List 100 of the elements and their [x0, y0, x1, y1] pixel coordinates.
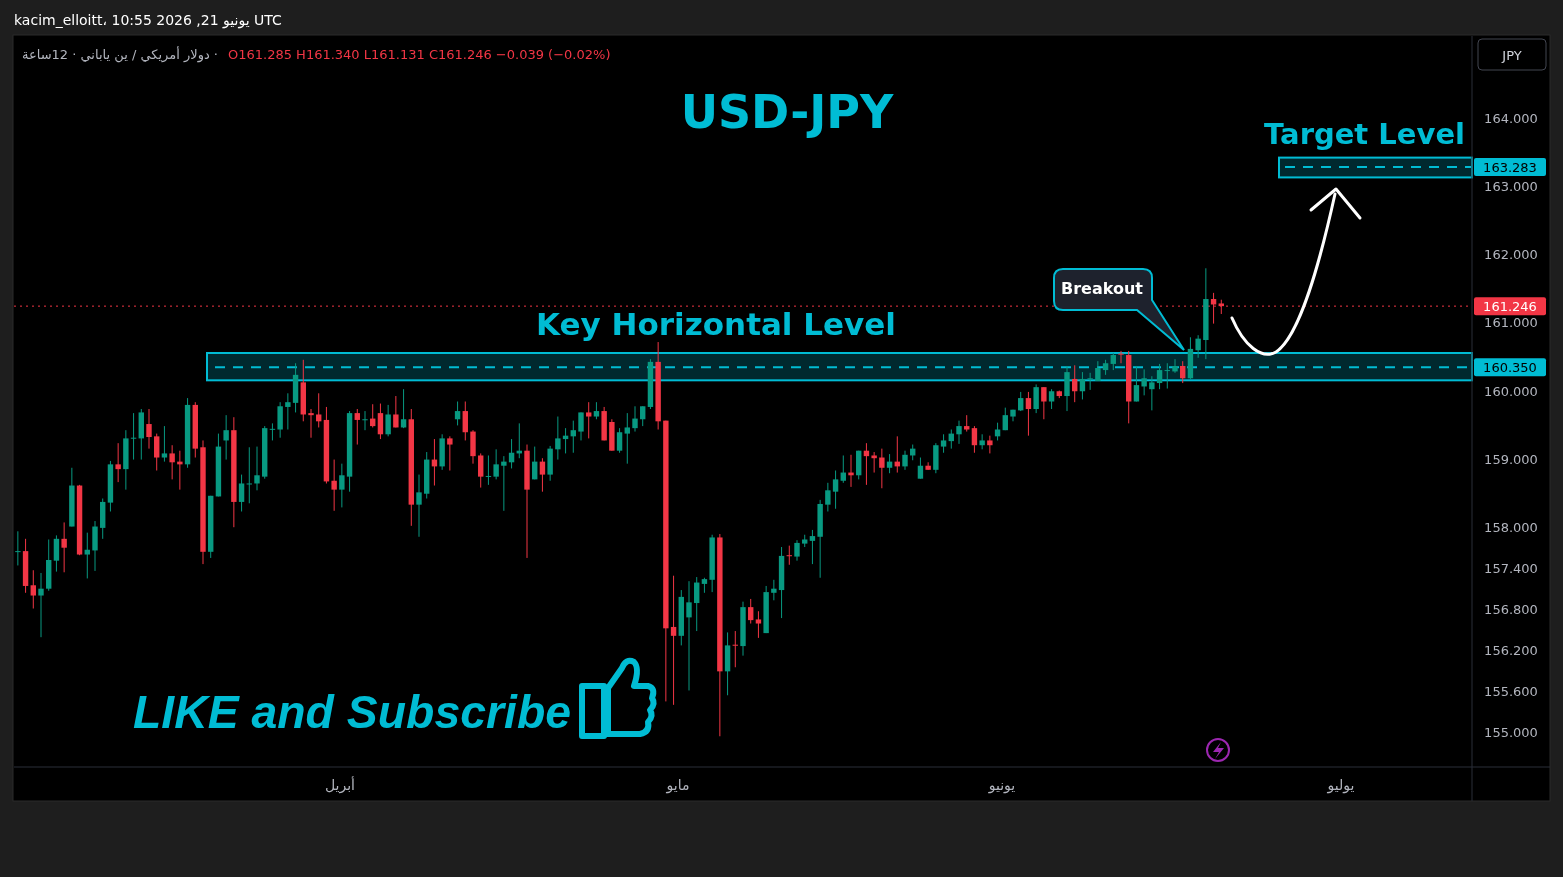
candlestick — [732, 630, 738, 668]
candlestick — [53, 534, 60, 573]
candlestick — [809, 529, 816, 565]
candlestick — [917, 457, 924, 480]
candlestick — [1025, 391, 1032, 437]
candlestick — [1041, 386, 1047, 420]
candlestick — [277, 401, 283, 439]
candlestick — [362, 410, 368, 431]
y-tick-label: 158.000 — [1484, 520, 1538, 536]
candlestick — [987, 435, 993, 454]
candlestick — [285, 392, 291, 431]
candlestick — [1195, 334, 1201, 359]
candlestick — [246, 446, 252, 504]
annotation: O161.285 H161.340 L161.131 C161.246 −0.039 (−0.02%) — [227, 47, 611, 62]
y-tick-label: 156.200 — [1484, 643, 1538, 659]
candlestick — [886, 453, 893, 474]
candlestick — [794, 539, 800, 562]
candlestick — [616, 427, 623, 454]
annotation: LIKE and Subscribe — [133, 686, 571, 738]
candlestick — [1072, 364, 1078, 403]
y-tick-label: 159.000 — [1484, 452, 1538, 468]
candlestick — [1164, 362, 1170, 390]
candlestick — [130, 412, 137, 461]
candlestick — [254, 446, 260, 491]
text: مايو — [665, 777, 690, 794]
candlestick — [115, 442, 121, 483]
annotation: دولار أمريكي / ين ياباني · 12ساعة · — [22, 46, 218, 63]
y-tick-label: 155.600 — [1484, 684, 1538, 700]
text: أبريل — [324, 776, 356, 794]
candlestick — [786, 545, 792, 566]
candlestick — [238, 474, 245, 512]
candlestick — [539, 457, 546, 493]
candlestick — [400, 388, 407, 429]
candlestick — [92, 520, 98, 572]
candlestick — [485, 454, 492, 486]
candlestick — [686, 580, 692, 691]
candlestick — [493, 448, 499, 480]
candlestick — [694, 576, 700, 632]
text: يونيو — [987, 777, 1016, 794]
candlestick — [586, 401, 592, 439]
y-tick-label: 156.800 — [1484, 602, 1538, 618]
candlestick — [1018, 391, 1024, 412]
y-tick-label: 160.000 — [1484, 383, 1538, 399]
y-tick-label: 161.000 — [1484, 315, 1538, 331]
annotation: Breakout — [1061, 279, 1144, 298]
candlestick — [84, 532, 90, 579]
candlestick — [555, 416, 561, 461]
candlestick — [385, 404, 391, 437]
candlestick — [169, 444, 175, 480]
candlestick — [1079, 371, 1086, 400]
candlestick — [879, 448, 885, 489]
candlestick — [825, 482, 831, 512]
candlestick — [925, 461, 931, 471]
candlestick — [640, 405, 646, 427]
candlestick — [755, 610, 762, 639]
candlestick — [416, 474, 422, 538]
candlestick — [478, 452, 484, 489]
candlestick — [840, 454, 846, 484]
candlestick — [447, 435, 453, 471]
y-tick-label: 162.000 — [1484, 247, 1538, 263]
candlestick — [154, 433, 160, 471]
candlestick — [454, 401, 461, 426]
candlestick — [61, 521, 67, 573]
candlestick — [632, 405, 638, 433]
candlestick — [462, 401, 468, 441]
candlestick — [570, 420, 576, 454]
candlestick — [771, 579, 777, 601]
text: kacim_elloitt، يونيو 21, 2026 10:55 UTC — [14, 12, 283, 29]
candlestick — [1048, 388, 1055, 410]
annotation: Target Level — [1264, 116, 1465, 151]
candlestick — [38, 572, 44, 638]
candlestick — [377, 403, 384, 440]
candlestick — [331, 459, 337, 512]
candlestick — [1156, 363, 1163, 390]
y-tick-label: 157.400 — [1484, 561, 1538, 577]
annotation: Key Horizontal Level — [536, 305, 896, 342]
candlestick — [161, 425, 168, 463]
candlestick — [501, 455, 507, 512]
text: USD-JPY — [680, 85, 895, 139]
candlestick — [1118, 350, 1124, 364]
candlestick — [971, 425, 978, 454]
candlestick — [940, 433, 947, 454]
candlestick — [393, 395, 399, 428]
candlestick — [1033, 383, 1039, 414]
candlestick — [308, 408, 314, 439]
y-tick-label: 155.000 — [1484, 725, 1538, 741]
candlestick — [902, 450, 908, 471]
y-tick-label: 164.000 — [1484, 110, 1538, 126]
candlestick — [316, 392, 322, 428]
ref-line-label: 160.350 — [1483, 359, 1537, 375]
candlestick — [146, 408, 152, 450]
candlestick — [1087, 372, 1093, 391]
candlestick — [832, 470, 839, 510]
candlestick — [1141, 368, 1147, 396]
candlestick — [223, 414, 229, 461]
candlestick — [578, 411, 584, 441]
candlestick — [1133, 365, 1140, 402]
candlestick — [670, 575, 677, 706]
candlestick — [748, 598, 754, 625]
candlestick — [1064, 365, 1070, 412]
